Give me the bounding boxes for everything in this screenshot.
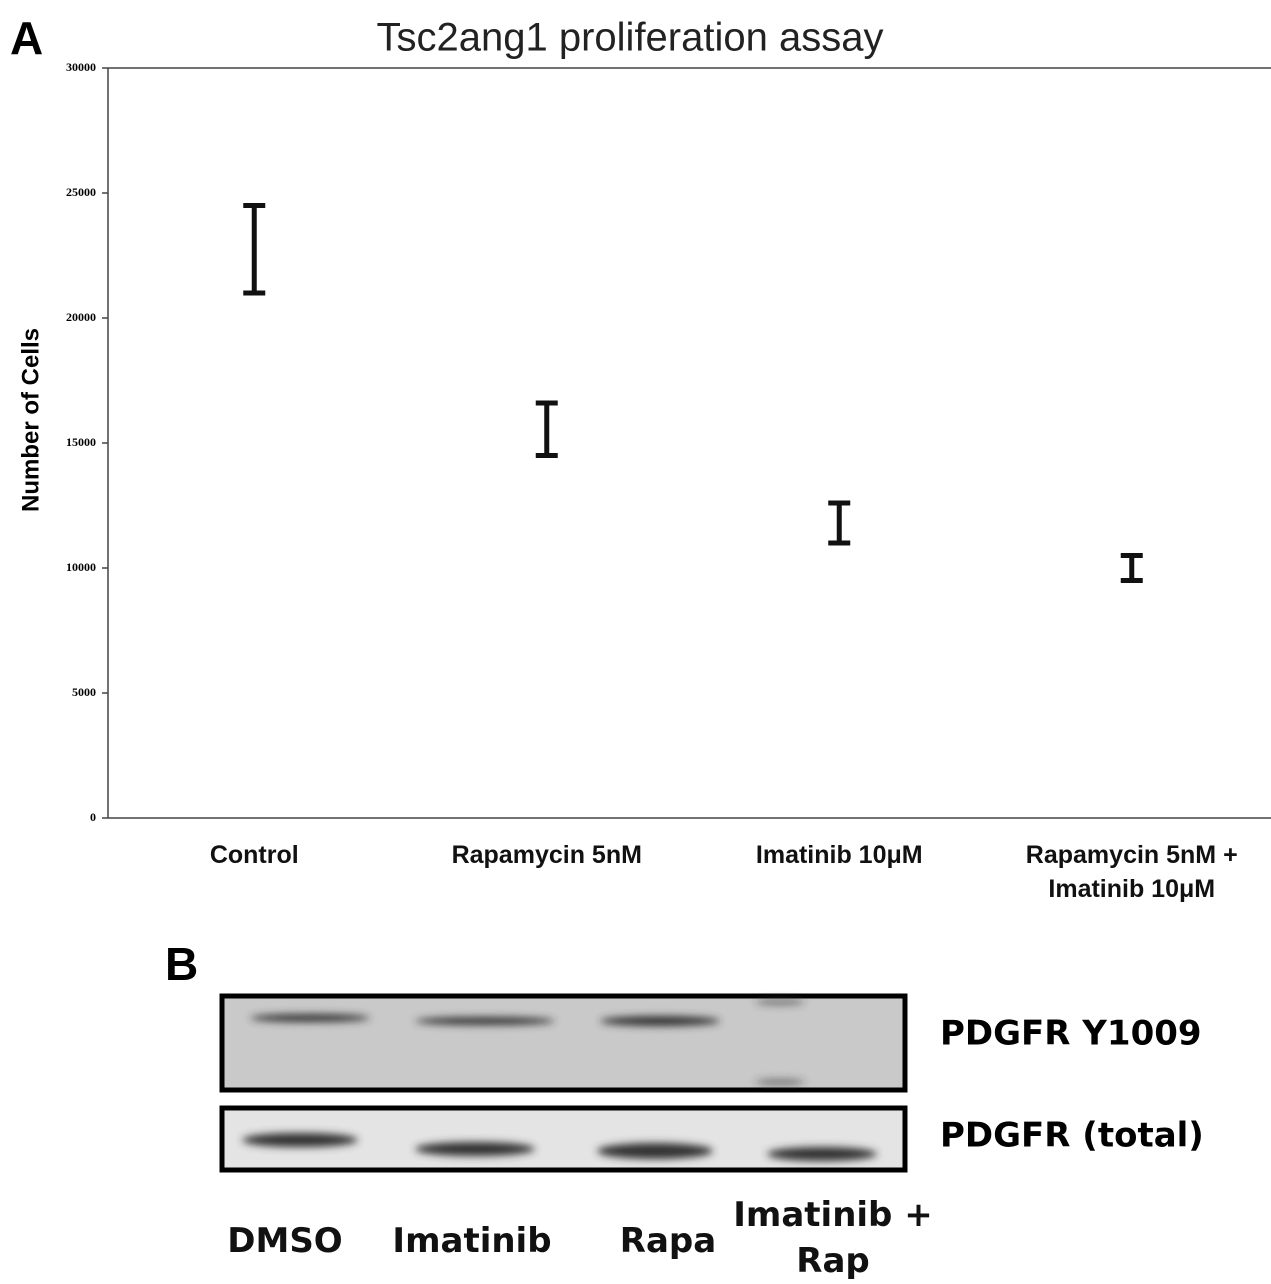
- x-tick-label: Rapamycin 5nM + Imatinib 10μM: [1007, 838, 1257, 906]
- page: A Tsc2ang1 proliferation assay Number of…: [0, 0, 1271, 1284]
- blot: [222, 996, 905, 1170]
- lane-label: DMSO: [185, 1218, 385, 1264]
- x-tick-label: Imatinib 10μM: [714, 838, 964, 872]
- panel-label: A: [10, 12, 43, 64]
- figure: A Tsc2ang1 proliferation assay Number of…: [0, 0, 1271, 1284]
- y-tick-label: 25000: [66, 185, 96, 199]
- chart-title: Tsc2ang1 proliferation assay: [377, 16, 884, 60]
- error-bar: [828, 503, 850, 543]
- error-bar: [1121, 556, 1143, 581]
- x-tick-label: Rapamycin 5nM: [422, 838, 672, 872]
- y-tick-label: 15000: [66, 435, 96, 449]
- panel-label: B: [165, 938, 198, 990]
- y-tick-label: 10000: [66, 560, 96, 574]
- error-bar: [536, 403, 558, 456]
- lane-label: Imatinib: [372, 1218, 572, 1264]
- row-label: PDGFR (total): [940, 1116, 1204, 1156]
- row-label: PDGFR Y1009: [940, 1014, 1202, 1054]
- error-bar: [243, 206, 265, 294]
- y-axis-label: Number of Cells: [17, 328, 44, 512]
- y-tick-label: 0: [90, 810, 96, 824]
- x-tick-label: Control: [129, 838, 379, 872]
- y-tick-label: 20000: [66, 310, 96, 324]
- lane-label: Imatinib + Rap: [733, 1192, 933, 1284]
- y-tick-label: 5000: [72, 685, 96, 699]
- y-tick-label: 30000: [66, 60, 96, 74]
